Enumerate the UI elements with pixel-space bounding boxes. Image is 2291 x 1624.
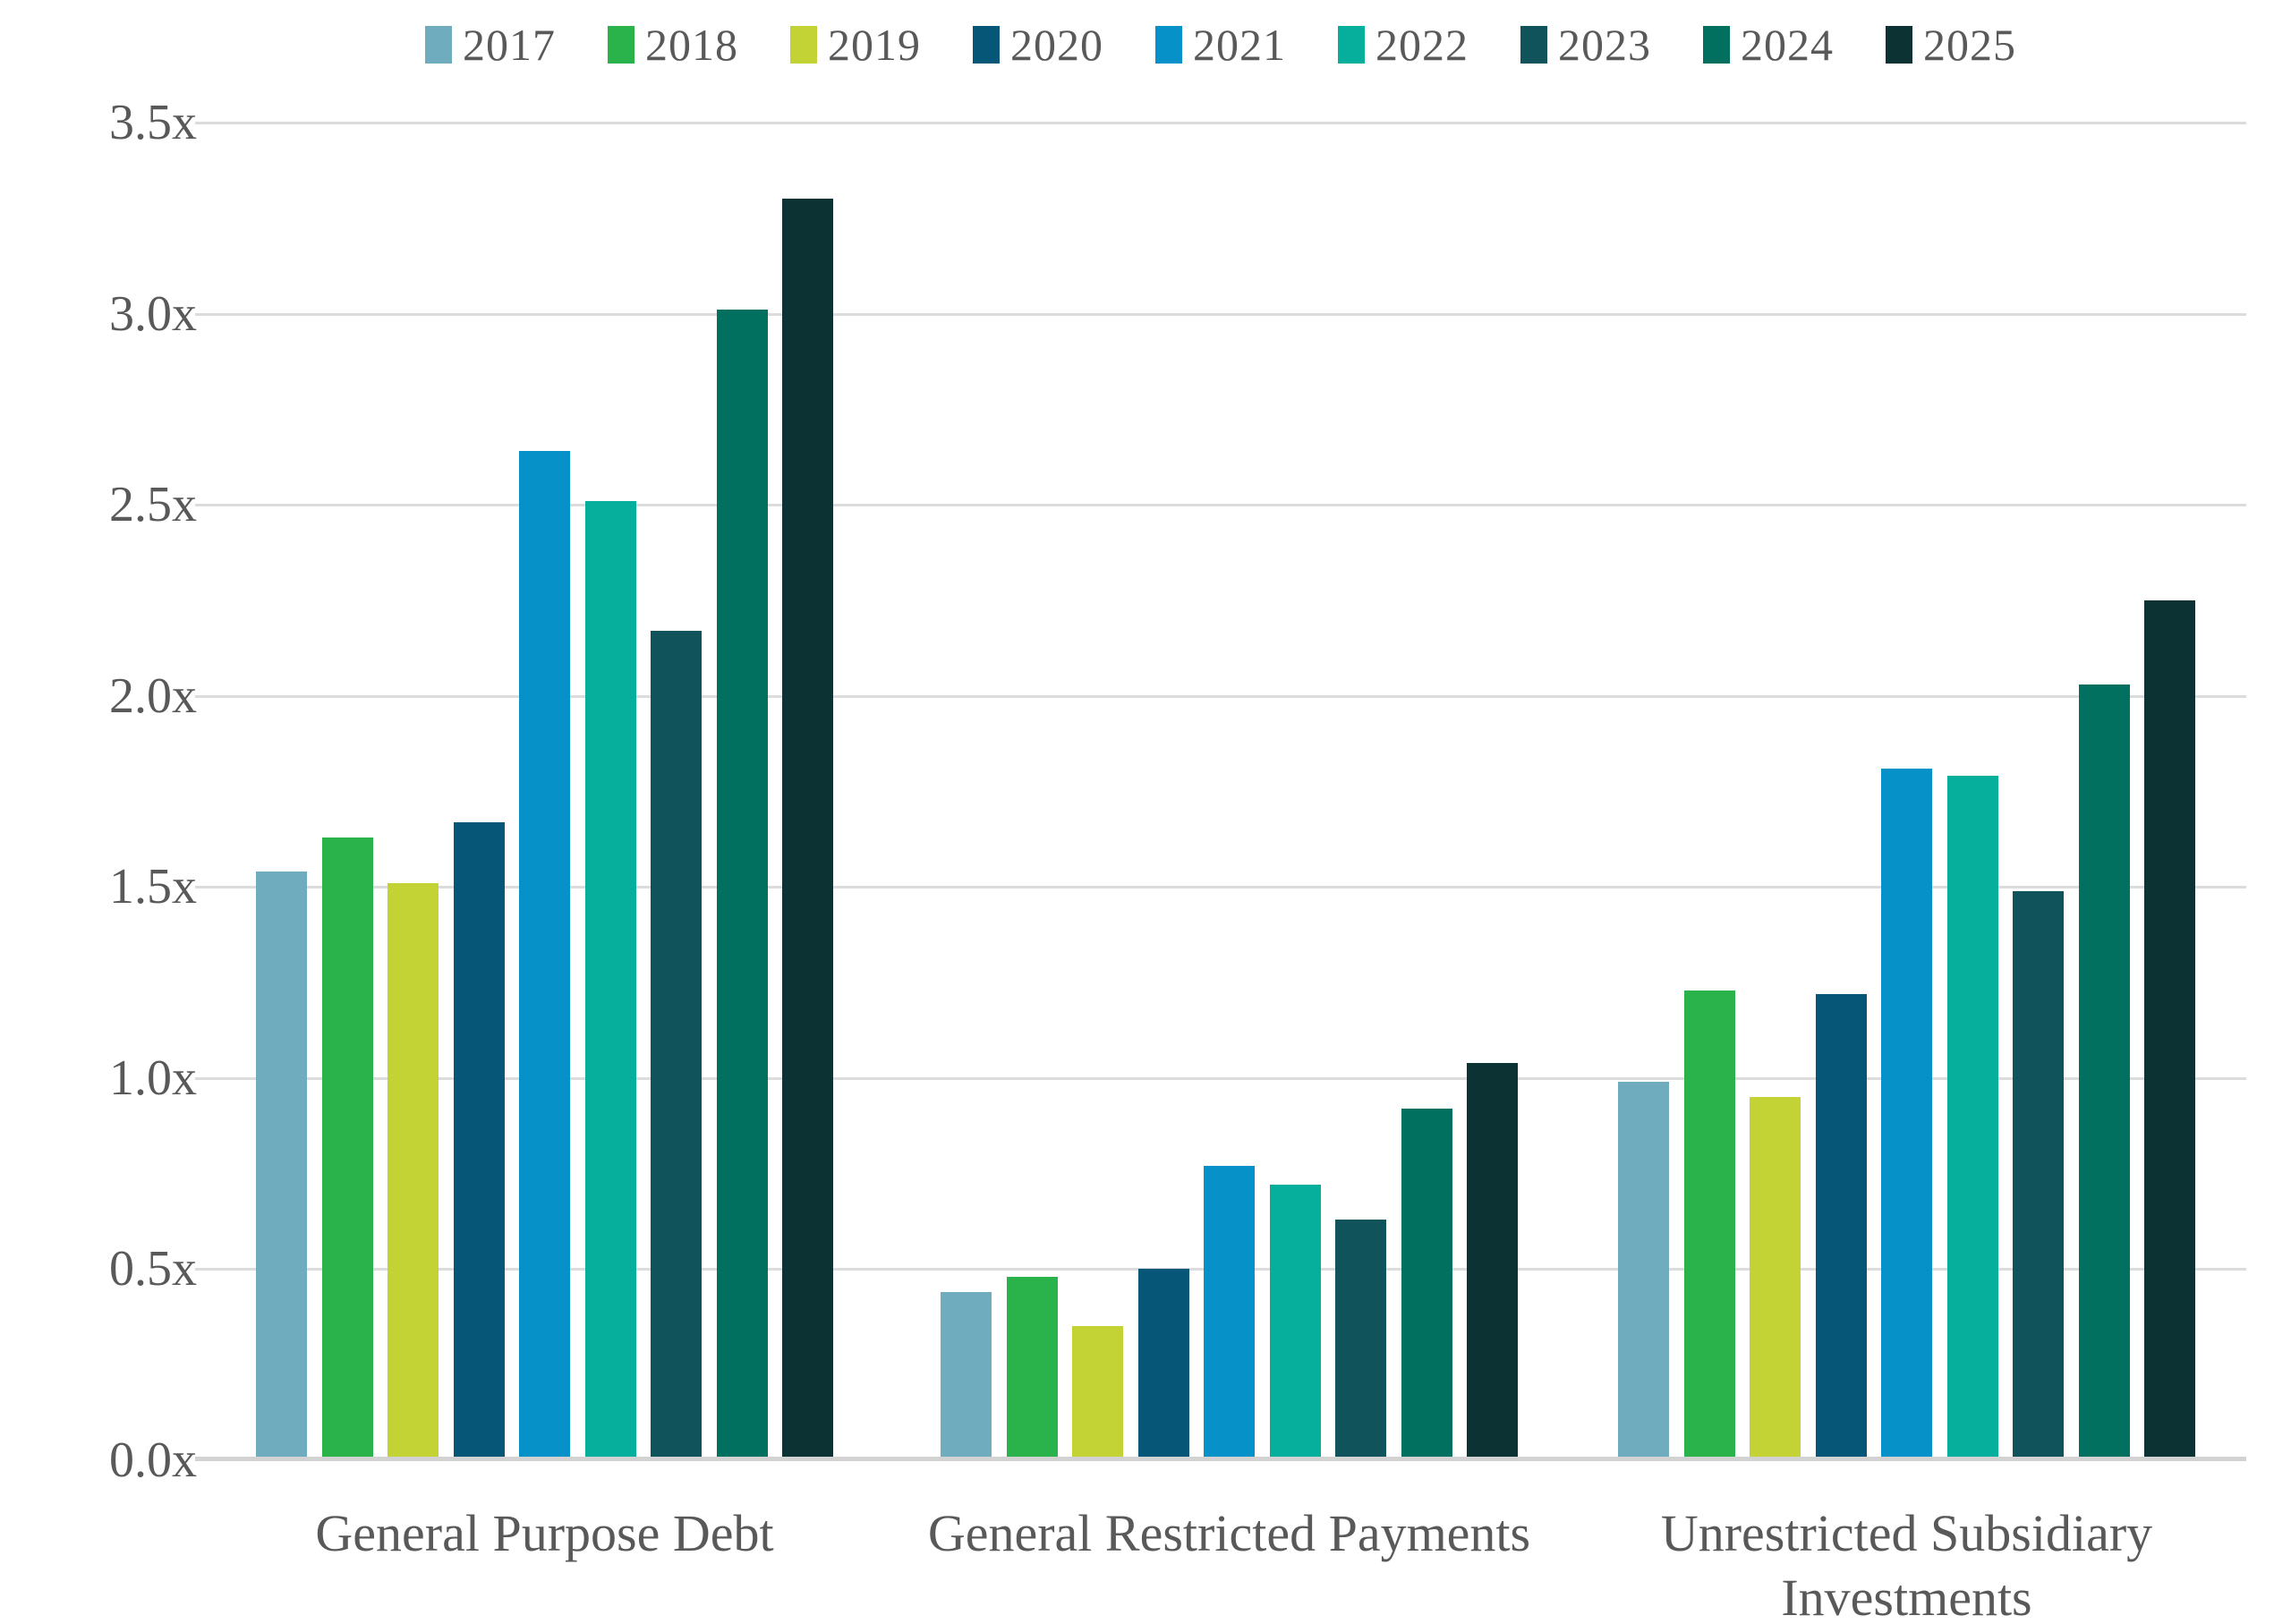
legend-label: 2023 — [1558, 20, 1651, 70]
gridline-2.5x — [195, 504, 2246, 506]
chart-legend: 2017 2018 2019 2020 2021 2022 2023 2024 2025 — [195, 11, 2246, 79]
x-axis-baseline — [195, 1457, 2246, 1461]
legend-swatch-2018 — [608, 26, 634, 64]
bar-group-unrestricted-subsidiary-investments — [1618, 123, 2195, 1460]
bar-2025-unrestricted-subsidiary-investments — [2144, 600, 2195, 1460]
x-category-label-unrestricted-subsidiary-investments: Unrestricted Subsidiary Investments — [1660, 1504, 2153, 1624]
bar-2025-general-purpose-debt — [782, 199, 833, 1460]
bar-2018-unrestricted-subsidiary-investments — [1683, 991, 1735, 1460]
bar-2018-general-restricted-payments — [1006, 1277, 1058, 1460]
bar-2017-general-purpose-debt — [256, 872, 307, 1460]
legend-item-2023: 2023 — [1520, 19, 1651, 71]
legend-item-2024: 2024 — [1703, 19, 1834, 71]
legend-item-2021: 2021 — [1155, 19, 1286, 71]
bar-2022-general-purpose-debt — [584, 501, 636, 1460]
legend-label: 2025 — [1923, 20, 2016, 70]
legend-swatch-2020 — [973, 26, 1000, 64]
y-tick-label-0.5x: 0.5x — [109, 1241, 197, 1297]
bar-2022-general-restricted-payments — [1269, 1185, 1321, 1460]
legend-label: 2022 — [1375, 20, 1469, 70]
x-category-label-general-purpose-debt: General Purpose Debt — [315, 1504, 774, 1562]
y-tick-label-1.5x: 1.5x — [109, 859, 197, 915]
legend-swatch-2023 — [1520, 26, 1547, 64]
y-tick-label-0.0x: 0.0x — [109, 1433, 197, 1488]
gridline-1.5x — [195, 886, 2246, 889]
gridline-2.0x — [195, 695, 2246, 698]
legend-label: 2018 — [645, 20, 738, 70]
bar-2025-general-restricted-payments — [1467, 1063, 1518, 1460]
y-tick-label-2.5x: 2.5x — [109, 477, 197, 533]
bar-group-general-restricted-payments — [941, 123, 1518, 1460]
legend-label: 2020 — [1010, 20, 1103, 70]
y-tick-label-2.0x: 2.0x — [109, 667, 197, 724]
y-tick-label-3.5x: 3.5x — [109, 95, 197, 150]
legend-swatch-2022 — [1338, 26, 1365, 64]
bar-2019-general-purpose-debt — [388, 883, 439, 1460]
bar-2020-unrestricted-subsidiary-investments — [1815, 994, 1867, 1460]
bar-2019-unrestricted-subsidiary-investments — [1750, 1097, 1801, 1460]
legend-item-2020: 2020 — [973, 19, 1103, 71]
x-category-label-general-restricted-payments: General Restricted Payments — [927, 1504, 1531, 1562]
bar-2023-unrestricted-subsidiary-investments — [2013, 891, 2064, 1460]
legend-label: 2024 — [1741, 20, 1834, 70]
bar-2019-general-restricted-payments — [1072, 1326, 1123, 1460]
bar-2024-general-purpose-debt — [716, 310, 768, 1460]
legend-item-2025: 2025 — [1886, 19, 2016, 71]
gridline-1.0x — [195, 1077, 2246, 1080]
bar-2021-general-purpose-debt — [519, 451, 570, 1460]
bar-2020-general-restricted-payments — [1137, 1269, 1189, 1460]
y-tick-label-3.0x: 3.0x — [109, 285, 197, 342]
bar-2020-general-purpose-debt — [453, 822, 505, 1460]
plot-area — [195, 122, 2246, 1461]
legend-swatch-2019 — [790, 26, 817, 64]
bar-group-general-purpose-debt — [256, 123, 833, 1460]
y-tick-label-1.0x: 1.0x — [109, 1050, 197, 1106]
bar-2024-general-restricted-payments — [1401, 1109, 1452, 1460]
legend-item-2017: 2017 — [425, 19, 556, 71]
bar-2022-unrestricted-subsidiary-investments — [1946, 776, 1998, 1460]
gridline-3.5x — [195, 122, 2246, 124]
bar-2023-general-restricted-payments — [1335, 1220, 1386, 1460]
bar-2017-unrestricted-subsidiary-investments — [1618, 1082, 1669, 1460]
bar-2018-general-purpose-debt — [321, 838, 373, 1460]
legend-label: 2017 — [463, 20, 556, 70]
legend-item-2019: 2019 — [790, 19, 921, 71]
legend-label: 2019 — [828, 20, 921, 70]
gridline-3.0x — [195, 313, 2246, 316]
bar-2021-general-restricted-payments — [1204, 1166, 1255, 1460]
bar-2017-general-restricted-payments — [941, 1292, 992, 1460]
legend-item-2018: 2018 — [608, 19, 738, 71]
legend-label: 2021 — [1193, 20, 1286, 70]
bar-2023-general-purpose-debt — [651, 631, 702, 1460]
legend-swatch-2017 — [425, 26, 452, 64]
bar-2024-unrestricted-subsidiary-investments — [2078, 684, 2130, 1460]
legend-swatch-2021 — [1155, 26, 1182, 64]
bar-2021-unrestricted-subsidiary-investments — [1881, 769, 1932, 1460]
legend-swatch-2025 — [1886, 26, 1912, 64]
legend-swatch-2024 — [1703, 26, 1730, 64]
legend-item-2022: 2022 — [1338, 19, 1469, 71]
